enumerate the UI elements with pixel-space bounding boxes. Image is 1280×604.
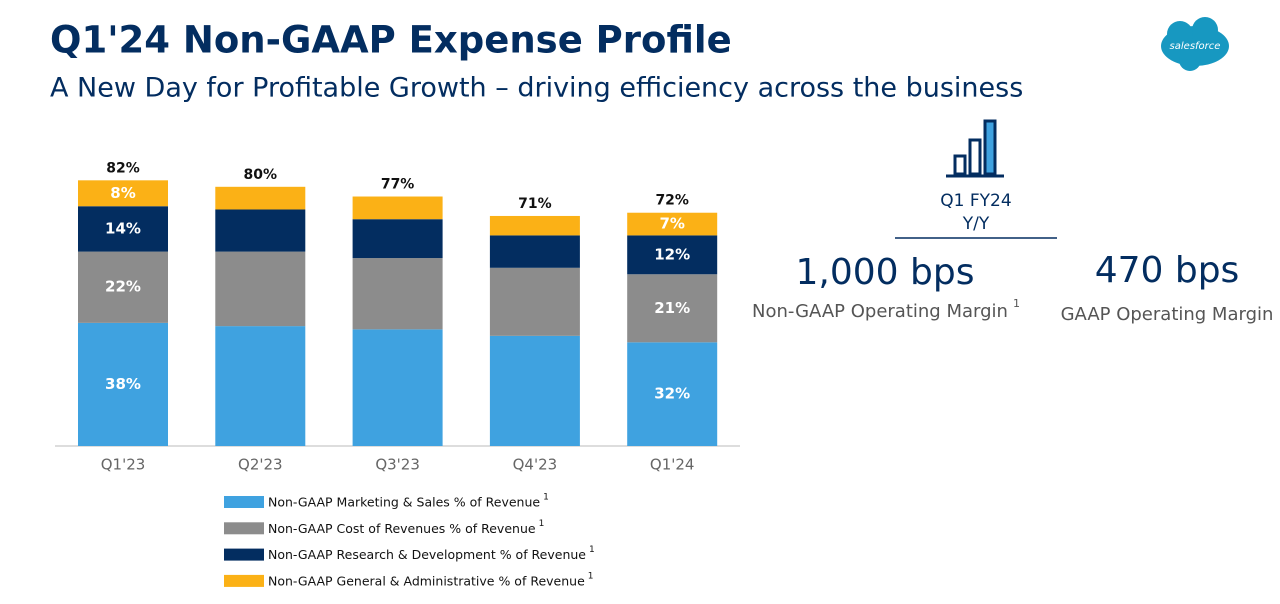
bar-segment [627,274,718,343]
legend-note: 1 [589,545,595,555]
kpi-period: Q1 FY24 [940,191,1011,211]
bar-segment [489,335,580,446]
bar-segment [489,215,580,236]
kpi-value: 470 bps [1095,250,1240,291]
kpi-label: GAAP Operating Margin [1061,304,1274,325]
kpi-note: 1 [1013,297,1020,310]
legend-label: Non-GAAP Marketing & Sales % of Revenue [268,495,540,510]
legend-note: 1 [588,571,594,581]
total-label: 72% [655,193,689,209]
data-label: 7% [659,215,684,233]
total-label: 77% [381,177,415,193]
kpi-value: 1,000 bps [796,252,975,293]
legend-note: 1 [543,493,549,503]
bar-segment [215,186,306,210]
logo-text: salesforce [1170,41,1221,52]
bar-segment [78,322,168,446]
data-label: 38% [105,375,141,393]
bar-segment [352,258,443,330]
total-label: 71% [518,196,552,212]
bar-segment [489,267,580,336]
kpi-label: Non-GAAP Operating Margin [752,301,1008,322]
legend-note: 1 [539,519,545,529]
x-tick-label: Q1'24 [650,456,695,474]
total-label: 80% [244,167,278,183]
legend-label: Non-GAAP General & Administrative % of R… [268,573,585,588]
bar-segment [352,196,443,220]
icon-bar [968,138,982,176]
bar-segment [78,180,168,207]
legend-swatch [224,522,264,535]
legend-label: Non-GAAP Research & Development % of Rev… [268,547,586,562]
icon-bar [953,154,967,176]
bar-segment [215,251,306,327]
bar-segment [627,235,718,275]
legend-swatch [224,496,264,508]
logo: salesforce [1161,17,1229,71]
bar-segment [352,329,443,446]
icon-bar [983,119,997,176]
data-label: 8% [110,184,135,202]
title: Q1'24 Non-GAAP Expense Profile [50,19,732,62]
x-tick-label: Q4'23 [513,456,558,474]
logo-cloud [1179,49,1201,71]
legend-swatch [224,574,264,587]
subtitle: A New Day for Profitable Growth – drivin… [50,73,1023,104]
legend-swatch [224,548,264,561]
bar-segment [627,342,718,446]
logo-cloud [1167,21,1193,47]
bar-segment [78,206,168,252]
bar-segment [215,209,306,252]
x-tick-label: Q3'23 [375,456,420,474]
kpi-basis: Y/Y [962,214,990,234]
data-label: 32% [654,385,690,403]
bar-segment [78,251,168,323]
legend-label: Non-GAAP Cost of Revenues % of Revenue [268,521,536,536]
data-label: 21% [654,299,690,317]
bar-segment [352,219,443,259]
data-label: 14% [105,219,141,237]
data-label: 22% [105,278,141,296]
bar-segment [215,326,306,446]
bar-segment [489,235,580,268]
logo-cloud [1192,17,1218,43]
kpi-icon [946,119,1004,178]
data-label: 12% [654,245,690,263]
bar-segment [627,212,718,236]
total-label: 82% [106,160,140,176]
x-tick-label: Q1'23 [101,456,146,474]
x-tick-label: Q2'23 [238,456,283,474]
